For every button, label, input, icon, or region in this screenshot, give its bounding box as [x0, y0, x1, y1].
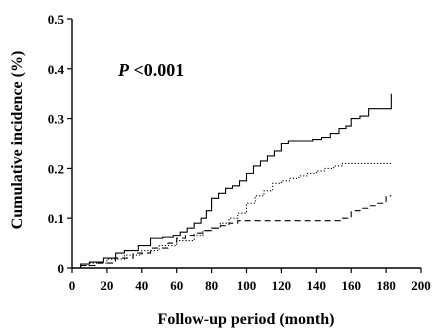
y-tick-label-0: 0 — [58, 261, 65, 276]
x-tick-label-2: 40 — [135, 278, 148, 293]
y-tick-label-5: 0.5 — [48, 12, 65, 27]
x-ticks: 0 20 40 60 80 100 120 140 160 180 200 — [69, 268, 431, 293]
y-axis-label: Cumulative incidence (%) — [9, 51, 26, 230]
axes — [71, 19, 421, 269]
series-group — [72, 93, 392, 269]
x-tick-label-1: 20 — [100, 278, 113, 293]
p-value-annotation: P <0.001 — [117, 60, 184, 80]
y-ticks: 0 0.1 0.2 0.3 0.4 0.5 — [48, 12, 72, 276]
x-tick-label-5: 100 — [237, 278, 257, 293]
p-value-threshold: <0.001 — [129, 60, 184, 80]
x-tick-label-10: 200 — [411, 278, 431, 293]
x-tick-label-9: 180 — [376, 278, 396, 293]
y-tick-label-3: 0.3 — [48, 112, 65, 127]
series-line-dashed — [72, 195, 392, 269]
p-value-symbol: P — [117, 60, 130, 80]
x-tick-label-8: 160 — [341, 278, 361, 293]
series-line-solid — [72, 93, 392, 269]
x-tick-label-6: 120 — [272, 278, 292, 293]
series-line-dotted — [72, 162, 392, 269]
y-tick-label-1: 0.1 — [48, 211, 64, 226]
x-tick-label-0: 0 — [69, 278, 76, 293]
y-tick-label-2: 0.2 — [48, 161, 64, 176]
x-tick-label-7: 140 — [307, 278, 327, 293]
x-axis-label: Follow-up period (month) — [158, 311, 335, 328]
x-tick-label-4: 80 — [205, 278, 218, 293]
y-tick-label-4: 0.4 — [48, 62, 65, 77]
x-tick-label-3: 60 — [170, 278, 183, 293]
